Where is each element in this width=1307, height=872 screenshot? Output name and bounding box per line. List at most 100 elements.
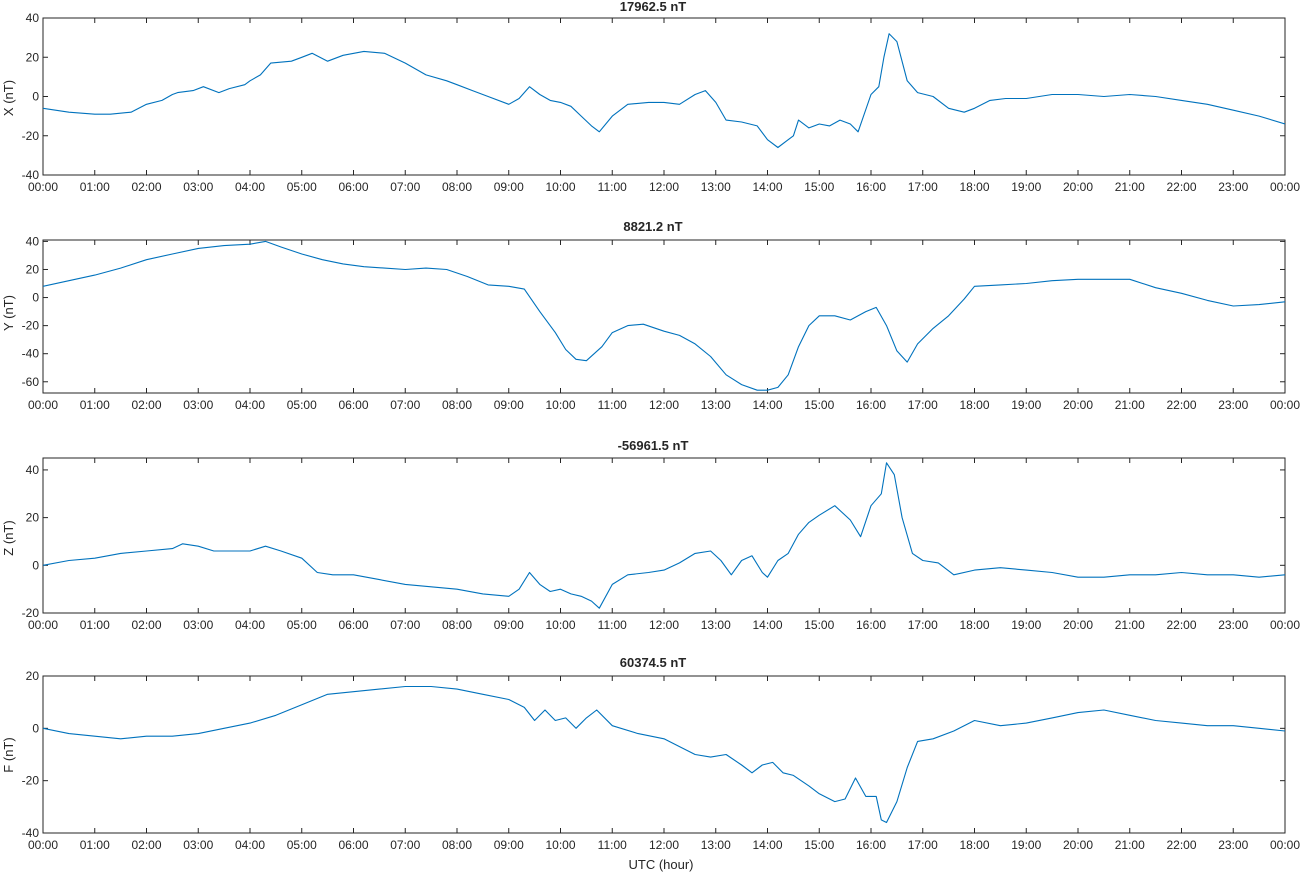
panel-z: -56961.5 nT Z (nT) 00:00 01:00 02:00 03:00 0…: [1, 438, 1300, 632]
series-line: [43, 462, 1285, 609]
x-tick-label: 12:00: [649, 398, 679, 412]
y-tick-label: 0: [32, 90, 39, 104]
x-tick-label: 00:00: [28, 398, 58, 412]
panel-title: -56961.5 nT: [618, 438, 689, 453]
x-tick-label: 03:00: [183, 618, 213, 632]
x-tick-label: 09:00: [494, 618, 524, 632]
x-tick-label: 04:00: [235, 838, 265, 852]
x-tick-label: 17:00: [908, 618, 938, 632]
x-tick-label: 07:00: [390, 398, 420, 412]
x-tick-label: 07:00: [390, 180, 420, 194]
y-axis-label: X (nT): [1, 80, 16, 116]
panel-x: 17962.5 nT X (nT) 00:00 01:00 02:00 03:00 04…: [1, 0, 1300, 194]
x-tick-label: 19:00: [1011, 838, 1041, 852]
x-tick-label: 01:00: [80, 618, 110, 632]
y-tick-label: 40: [26, 463, 40, 477]
panel-title: 60374.5 nT: [620, 655, 687, 670]
x-tick-label: 01:00: [80, 838, 110, 852]
x-tick-label: 00:00: [1270, 180, 1300, 194]
x-tick-label: 20:00: [1063, 618, 1093, 632]
y-axis-label: Z (nT): [1, 520, 16, 555]
x-tick-label: 16:00: [856, 838, 886, 852]
x-tick-label: 06:00: [338, 838, 368, 852]
x-tick-label: 08:00: [442, 618, 472, 632]
y-tick-label: 0: [32, 558, 39, 572]
x-tick-label: 17:00: [908, 180, 938, 194]
x-tick-label: 03:00: [183, 838, 213, 852]
x-tick-label: 23:00: [1218, 180, 1248, 194]
x-tick-label: 19:00: [1011, 618, 1041, 632]
x-tick-label: 10:00: [545, 838, 575, 852]
x-tick-label: 14:00: [752, 618, 782, 632]
y-tick-label: 40: [26, 11, 40, 25]
x-tick-label: 16:00: [856, 180, 886, 194]
x-tick-label: 16:00: [856, 618, 886, 632]
x-tick-label: 14:00: [752, 180, 782, 194]
x-tick-label: 00:00: [1270, 618, 1300, 632]
x-tick-label: 20:00: [1063, 180, 1093, 194]
x-tick-label: 05:00: [287, 180, 317, 194]
x-tick-label: 06:00: [338, 618, 368, 632]
x-tick-label: 07:00: [390, 838, 420, 852]
x-tick-label: 22:00: [1166, 398, 1196, 412]
y-tick-label: 20: [26, 262, 40, 276]
x-tick-label: 17:00: [908, 838, 938, 852]
x-tick-label: 13:00: [701, 618, 731, 632]
x-tick-label: 07:00: [390, 618, 420, 632]
x-tick-label: 01:00: [80, 398, 110, 412]
x-tick-label: 22:00: [1166, 618, 1196, 632]
series-line: [43, 33, 1285, 149]
x-tick-label: 15:00: [804, 838, 834, 852]
x-tick-label: 00:00: [28, 838, 58, 852]
x-tick-label: 12:00: [649, 618, 679, 632]
y-tick-label: -60: [22, 375, 40, 389]
x-tick-label: 11:00: [598, 838, 627, 852]
y-tick-label: -20: [22, 129, 40, 143]
x-tick-label: 09:00: [494, 838, 524, 852]
x-tick-label: 00:00: [1270, 398, 1300, 412]
x-tick-label: 18:00: [959, 618, 989, 632]
x-tick-label: 13:00: [701, 398, 731, 412]
panel-title: 8821.2 nT: [623, 219, 682, 234]
y-tick-label: -20: [22, 774, 40, 788]
x-tick-label: 23:00: [1218, 838, 1248, 852]
x-axis-label: UTC (hour): [628, 857, 693, 872]
y-tick-label: 20: [26, 669, 40, 683]
series-line: [43, 685, 1285, 824]
x-tick-label: 19:00: [1011, 398, 1041, 412]
x-tick-label: 00:00: [1270, 838, 1300, 852]
x-tick-label: 00:00: [28, 180, 58, 194]
x-tick-label: 21:00: [1115, 398, 1145, 412]
x-tick-label: 08:00: [442, 838, 472, 852]
axes-frame: [42, 239, 1286, 394]
x-tick-label: 13:00: [701, 838, 731, 852]
x-tick-label: 10:00: [545, 398, 575, 412]
x-tick-label: 05:00: [287, 838, 317, 852]
series-line: [43, 240, 1285, 391]
y-tick-label: -20: [22, 319, 40, 333]
x-tick-label: 17:00: [908, 398, 938, 412]
x-tick-label: 21:00: [1115, 838, 1145, 852]
y-tick-label: 0: [32, 721, 39, 735]
x-tick-label: 10:00: [545, 618, 575, 632]
x-tick-label: 02:00: [131, 838, 161, 852]
x-tick-label: 02:00: [131, 618, 161, 632]
x-tick-label: 08:00: [442, 398, 472, 412]
x-tick-label: 12:00: [649, 180, 679, 194]
x-tick-label: 20:00: [1063, 838, 1093, 852]
x-tick-label: 11:00: [598, 180, 627, 194]
x-tick-label: 22:00: [1166, 838, 1196, 852]
x-tick-label: 06:00: [338, 180, 368, 194]
x-tick-label: 20:00: [1063, 398, 1093, 412]
x-tick-label: 21:00: [1115, 180, 1145, 194]
x-tick-label: 04:00: [235, 398, 265, 412]
x-tick-label: 18:00: [959, 180, 989, 194]
x-tick-label: 22:00: [1166, 180, 1196, 194]
x-tick-label: 06:00: [338, 398, 368, 412]
axes-frame: [42, 675, 1286, 834]
x-tick-label: 13:00: [701, 180, 731, 194]
y-tick-label: -40: [22, 826, 40, 840]
x-tick-label: 19:00: [1011, 180, 1041, 194]
y-tick-label: 20: [26, 50, 40, 64]
